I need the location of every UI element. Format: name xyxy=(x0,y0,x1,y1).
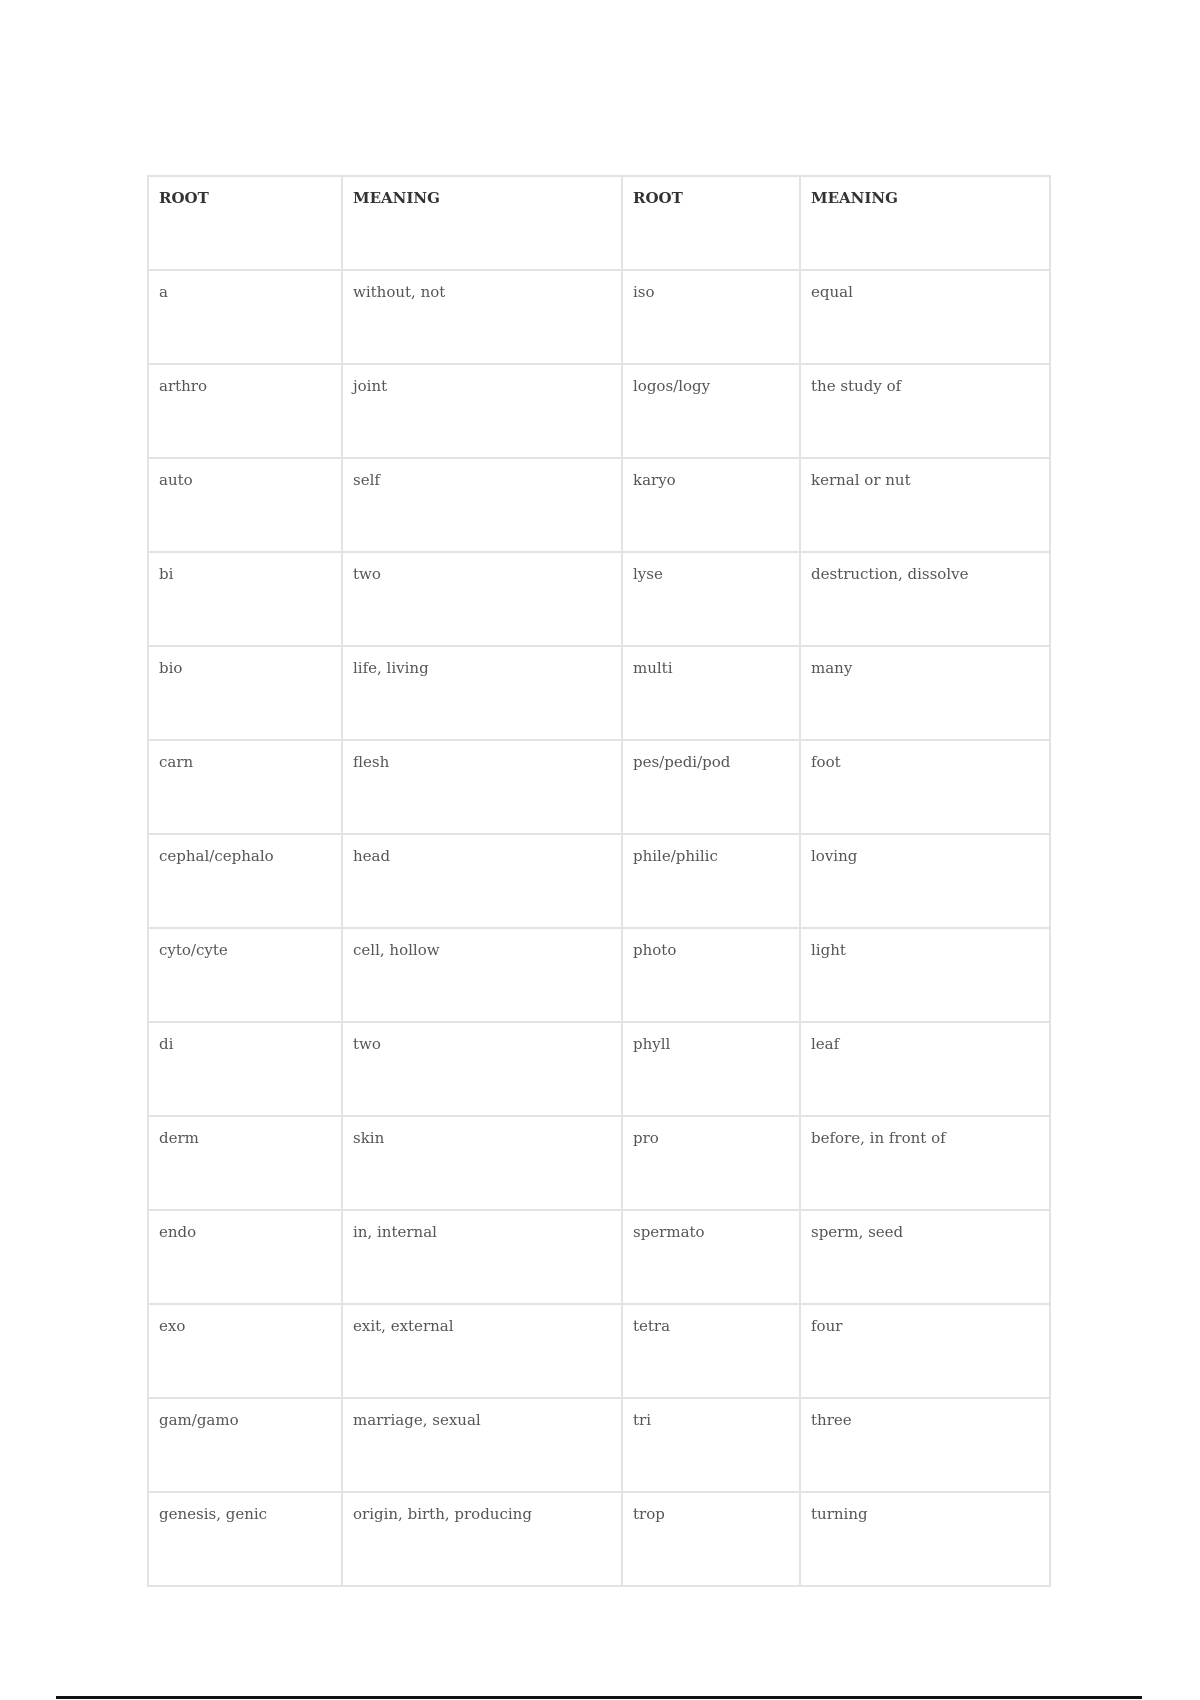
meaning-cell: cell, hollow xyxy=(341,927,623,1023)
root-cell: derm xyxy=(147,1115,343,1211)
roots-table: ROOT MEANING ROOT MEANING a without, not i… xyxy=(147,175,1051,1587)
meaning-cell: in, internal xyxy=(341,1209,623,1305)
meaning-cell: sperm, seed xyxy=(799,1209,1051,1305)
root-cell: photo xyxy=(621,927,801,1023)
header-root-2: ROOT xyxy=(621,175,801,271)
meaning-cell: two xyxy=(341,551,623,647)
root-cell: cyto/cyte xyxy=(147,927,343,1023)
root-cell: lyse xyxy=(621,551,801,647)
root-cell: tetra xyxy=(621,1303,801,1399)
table-row: cephal/cephalo head phile/philic loving xyxy=(147,833,1051,929)
meaning-cell: exit, external xyxy=(341,1303,623,1399)
root-cell: tri xyxy=(621,1397,801,1493)
table-row: cyto/cyte cell, hollow photo light xyxy=(147,927,1051,1023)
root-cell: genesis, genic xyxy=(147,1491,343,1587)
table-row: auto self karyo kernal or nut xyxy=(147,457,1051,553)
header-meaning-2: MEANING xyxy=(799,175,1051,271)
meaning-cell: origin, birth, producing xyxy=(341,1491,623,1587)
root-cell: endo xyxy=(147,1209,343,1305)
root-cell: bio xyxy=(147,645,343,741)
meaning-cell: joint xyxy=(341,363,623,459)
root-cell: pro xyxy=(621,1115,801,1211)
root-cell: spermato xyxy=(621,1209,801,1305)
table-row: arthro joint logos/logy the study of xyxy=(147,363,1051,459)
root-cell: cephal/cephalo xyxy=(147,833,343,929)
root-cell: logos/logy xyxy=(621,363,801,459)
meaning-cell: flesh xyxy=(341,739,623,835)
root-cell: carn xyxy=(147,739,343,835)
meaning-cell: kernal or nut xyxy=(799,457,1051,553)
table-row: bi two lyse destruction, dissolve xyxy=(147,551,1051,647)
root-cell: trop xyxy=(621,1491,801,1587)
meaning-cell: turning xyxy=(799,1491,1051,1587)
root-cell: iso xyxy=(621,269,801,365)
table-row: genesis, genic origin, birth, producing tr… xyxy=(147,1491,1051,1587)
root-cell: phyll xyxy=(621,1021,801,1117)
table-row: bio life, living multi many xyxy=(147,645,1051,741)
meaning-cell: two xyxy=(341,1021,623,1117)
meaning-cell: equal xyxy=(799,269,1051,365)
meaning-cell: head xyxy=(341,833,623,929)
table-row: exo exit, external tetra four xyxy=(147,1303,1051,1399)
table-row: gam/gamo marriage, sexual tri three xyxy=(147,1397,1051,1493)
meaning-cell: many xyxy=(799,645,1051,741)
meaning-cell: light xyxy=(799,927,1051,1023)
meaning-cell: three xyxy=(799,1397,1051,1493)
header-row: ROOT MEANING ROOT MEANING xyxy=(147,175,1051,271)
table-row: derm skin pro before, in front of xyxy=(147,1115,1051,1211)
root-cell: karyo xyxy=(621,457,801,553)
root-cell: di xyxy=(147,1021,343,1117)
meaning-cell: destruction, dissolve xyxy=(799,551,1051,647)
table-row: endo in, internal spermato sperm, seed xyxy=(147,1209,1051,1305)
meaning-cell: the study of xyxy=(799,363,1051,459)
meaning-cell: leaf xyxy=(799,1021,1051,1117)
meaning-cell: life, living xyxy=(341,645,623,741)
meaning-cell: skin xyxy=(341,1115,623,1211)
meaning-cell: self xyxy=(341,457,623,553)
root-cell: bi xyxy=(147,551,343,647)
root-cell: multi xyxy=(621,645,801,741)
header-meaning-1: MEANING xyxy=(341,175,623,271)
header-root-1: ROOT xyxy=(147,175,343,271)
meaning-cell: foot xyxy=(799,739,1051,835)
table-row: carn flesh pes/pedi/pod foot xyxy=(147,739,1051,835)
meaning-cell: loving xyxy=(799,833,1051,929)
meaning-cell: four xyxy=(799,1303,1051,1399)
root-cell: exo xyxy=(147,1303,343,1399)
root-cell: pes/pedi/pod xyxy=(621,739,801,835)
root-cell: auto xyxy=(147,457,343,553)
meaning-cell: marriage, sexual xyxy=(341,1397,623,1493)
root-cell: arthro xyxy=(147,363,343,459)
root-cell: gam/gamo xyxy=(147,1397,343,1493)
root-cell: phile/philic xyxy=(621,833,801,929)
root-cell: a xyxy=(147,269,343,365)
table-row: di two phyll leaf xyxy=(147,1021,1051,1117)
meaning-cell: before, in front of xyxy=(799,1115,1051,1211)
table-row: a without, not iso equal xyxy=(147,269,1051,365)
footer-rule xyxy=(56,1696,1142,1699)
meaning-cell: without, not xyxy=(341,269,623,365)
